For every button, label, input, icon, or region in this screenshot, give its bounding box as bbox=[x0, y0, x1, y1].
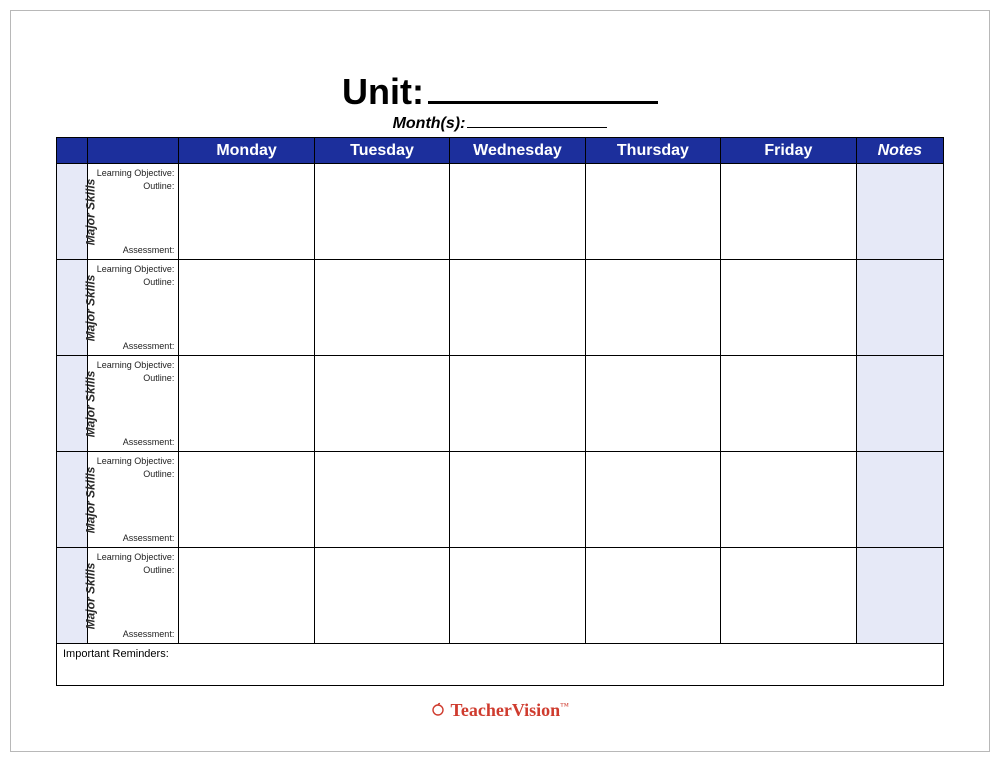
planner-body: Major SkillsLearning Objective:Outline:A… bbox=[57, 164, 944, 644]
reminders-row: Important Reminders: bbox=[57, 644, 944, 686]
day-cell[interactable] bbox=[450, 164, 585, 260]
major-skills-cell[interactable]: Major Skills bbox=[57, 164, 88, 260]
unit-title-line: Unit: bbox=[11, 71, 989, 113]
outline-label: Outline: bbox=[90, 181, 175, 191]
apple-icon bbox=[431, 704, 449, 719]
header-thursday: Thursday bbox=[585, 138, 720, 164]
day-cell[interactable] bbox=[721, 356, 856, 452]
months-line: Month(s): bbox=[11, 115, 989, 133]
page-container: Unit: Month(s): Monday Tuesday Wednesday… bbox=[10, 10, 990, 752]
learning-objective-label: Learning Objective: bbox=[90, 168, 175, 178]
notes-cell[interactable] bbox=[856, 548, 943, 644]
day-cell[interactable] bbox=[585, 164, 720, 260]
day-cell[interactable] bbox=[585, 452, 720, 548]
day-cell[interactable] bbox=[314, 548, 449, 644]
outline-label: Outline: bbox=[90, 373, 175, 383]
notes-cell[interactable] bbox=[856, 260, 943, 356]
week-row: Major SkillsLearning Objective: Outline: A… bbox=[57, 548, 944, 644]
reminders-cell[interactable]: Important Reminders: bbox=[57, 644, 944, 686]
assessment-label: Assessment: bbox=[123, 245, 175, 255]
major-skills-cell[interactable]: Major Skills bbox=[57, 356, 88, 452]
day-cell[interactable] bbox=[721, 164, 856, 260]
day-cell[interactable] bbox=[721, 548, 856, 644]
learning-objective-label: Learning Objective: bbox=[90, 264, 175, 274]
months-blank-line[interactable] bbox=[467, 118, 607, 128]
sub-labels-cell: Learning Objective: Outline: Assessment: bbox=[87, 260, 179, 356]
week-row: Major SkillsLearning Objective: Outline: A… bbox=[57, 356, 944, 452]
header-tuesday: Tuesday bbox=[314, 138, 449, 164]
sub-labels-cell: Learning Objective: Outline: Assessment: bbox=[87, 548, 179, 644]
notes-cell[interactable] bbox=[856, 356, 943, 452]
major-skills-cell[interactable]: Major Skills bbox=[57, 260, 88, 356]
header-notes: Notes bbox=[856, 138, 943, 164]
day-cell[interactable] bbox=[450, 260, 585, 356]
planner-table: Monday Tuesday Wednesday Thursday Friday… bbox=[56, 137, 944, 686]
day-cell[interactable] bbox=[179, 164, 314, 260]
day-cell[interactable] bbox=[721, 452, 856, 548]
day-cell[interactable] bbox=[314, 260, 449, 356]
assessment-label: Assessment: bbox=[123, 437, 175, 447]
day-cell[interactable] bbox=[450, 548, 585, 644]
title-area: Unit: Month(s): bbox=[11, 11, 989, 133]
header-row: Monday Tuesday Wednesday Thursday Friday… bbox=[57, 138, 944, 164]
day-cell[interactable] bbox=[179, 452, 314, 548]
week-row: Major SkillsLearning Objective: Outline: A… bbox=[57, 452, 944, 548]
header-blank-sub bbox=[87, 138, 179, 164]
footer-brand: TeacherVision bbox=[451, 700, 561, 720]
header-wednesday: Wednesday bbox=[450, 138, 585, 164]
day-cell[interactable] bbox=[450, 452, 585, 548]
assessment-label: Assessment: bbox=[123, 341, 175, 351]
day-cell[interactable] bbox=[179, 260, 314, 356]
learning-objective-label: Learning Objective: bbox=[90, 360, 175, 370]
major-skills-cell[interactable]: Major Skills bbox=[57, 548, 88, 644]
sub-labels-cell: Learning Objective: Outline: Assessment: bbox=[87, 164, 179, 260]
major-skills-cell[interactable]: Major Skills bbox=[57, 452, 88, 548]
day-cell[interactable] bbox=[314, 164, 449, 260]
day-cell[interactable] bbox=[721, 260, 856, 356]
day-cell[interactable] bbox=[314, 356, 449, 452]
footer-logo: TeacherVision™ bbox=[11, 700, 989, 721]
notes-cell[interactable] bbox=[856, 164, 943, 260]
header-blank-skills bbox=[57, 138, 88, 164]
assessment-label: Assessment: bbox=[123, 629, 175, 639]
outline-label: Outline: bbox=[90, 277, 175, 287]
learning-objective-label: Learning Objective: bbox=[90, 456, 175, 466]
day-cell[interactable] bbox=[585, 356, 720, 452]
day-cell[interactable] bbox=[585, 548, 720, 644]
day-cell[interactable] bbox=[314, 452, 449, 548]
day-cell[interactable] bbox=[450, 356, 585, 452]
week-row: Major SkillsLearning Objective: Outline: A… bbox=[57, 164, 944, 260]
sub-labels-cell: Learning Objective: Outline: Assessment: bbox=[87, 452, 179, 548]
unit-label: Unit: bbox=[342, 71, 424, 112]
footer-tm: ™ bbox=[560, 701, 569, 711]
unit-blank-line[interactable] bbox=[428, 79, 658, 104]
reminders-label: Important Reminders: bbox=[63, 648, 169, 660]
outline-label: Outline: bbox=[90, 565, 175, 575]
outline-label: Outline: bbox=[90, 469, 175, 479]
months-label: Month(s): bbox=[393, 115, 466, 132]
notes-cell[interactable] bbox=[856, 452, 943, 548]
day-cell[interactable] bbox=[179, 548, 314, 644]
header-friday: Friday bbox=[721, 138, 856, 164]
sub-labels-cell: Learning Objective: Outline: Assessment: bbox=[87, 356, 179, 452]
day-cell[interactable] bbox=[179, 356, 314, 452]
assessment-label: Assessment: bbox=[123, 533, 175, 543]
day-cell[interactable] bbox=[585, 260, 720, 356]
learning-objective-label: Learning Objective: bbox=[90, 552, 175, 562]
week-row: Major SkillsLearning Objective: Outline: A… bbox=[57, 260, 944, 356]
header-monday: Monday bbox=[179, 138, 314, 164]
